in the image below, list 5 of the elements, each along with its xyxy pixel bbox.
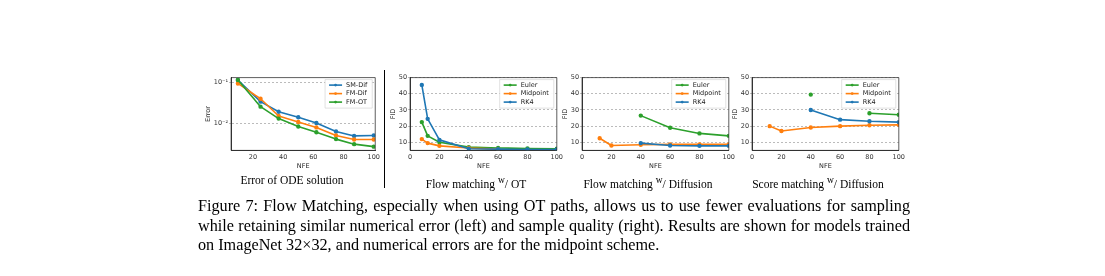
- text: Flow matching $^{w}$/ OT: [424, 174, 528, 190]
- text: Error of ODE solution: [239, 174, 345, 186]
- caption: Figure 7: Flow Matching, especially when using OT paths, allows us to use fewer evaluations for sampling while retaining similar numerical error (left) and sample quality (right). Results are shown for models trained on ImageNet 32×32, and numerical errors are for the midpoint scheme.: [198, 197, 910, 256]
- text: Score matching $^{w}$/ Diffusion: [751, 174, 885, 190]
- text: Flow matching $^{w}$/ Diffusion: [582, 174, 714, 190]
